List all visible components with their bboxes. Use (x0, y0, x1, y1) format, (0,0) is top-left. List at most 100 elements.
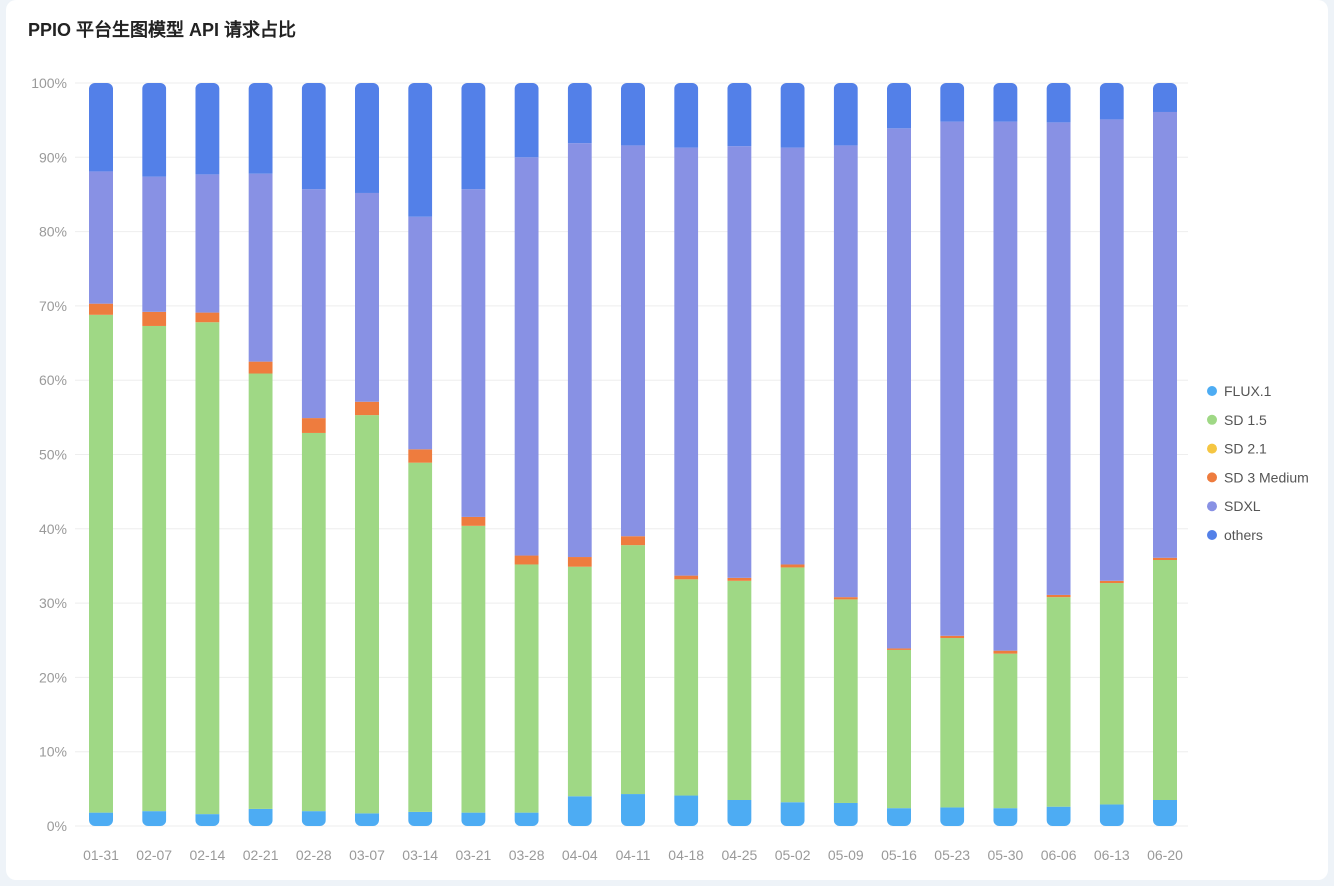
bar-segment-sdxl-02-28[interactable] (301, 189, 326, 419)
legend-marker[interactable] (1207, 386, 1217, 396)
bar-segment-others-05-16[interactable] (887, 83, 911, 129)
bar-stack-03-14[interactable] (408, 83, 433, 826)
bar-segment-flux-1-05-02[interactable] (780, 802, 805, 826)
bar-segment-sd-1-5-02-07[interactable] (142, 325, 167, 812)
bar-segment-others-06-06[interactable] (1046, 83, 1071, 123)
bar-segment-others-05-23[interactable] (940, 83, 965, 122)
legend-label[interactable]: FLUX.1 (1224, 383, 1272, 399)
bar-segment-flux-1-05-16[interactable] (887, 808, 911, 826)
bar-segment-sd-3-medium-01-31[interactable] (89, 303, 113, 315)
bar-stack-02-21[interactable] (248, 83, 273, 826)
bar-segment-others-04-11[interactable] (621, 83, 645, 146)
bar-segment-sd-3-medium-05-16[interactable] (887, 648, 911, 650)
bar-stack-05-02[interactable] (780, 83, 805, 826)
bar-segment-sdxl-03-21[interactable] (461, 189, 486, 517)
bar-segment-sd-3-medium-05-09[interactable] (833, 597, 858, 600)
bar-segment-others-06-20[interactable] (1153, 83, 1177, 112)
legend-marker[interactable] (1207, 472, 1217, 483)
bar-segment-sdxl-04-18[interactable] (674, 147, 699, 576)
bar-segment-sd-3-medium-02-21[interactable] (248, 361, 273, 374)
bar-stack-02-14[interactable] (195, 83, 220, 826)
legend-marker[interactable] (1207, 414, 1217, 425)
bar-segment-others-01-31[interactable] (89, 83, 113, 172)
bar-segment-sd-3-medium-06-13[interactable] (1099, 580, 1124, 584)
bar-segment-sdxl-02-07[interactable] (142, 176, 167, 312)
bar-segment-sd-1-5-04-25[interactable] (727, 580, 752, 800)
bar-segment-others-02-07[interactable] (142, 83, 167, 177)
bar-stack-02-07[interactable] (142, 83, 167, 826)
bar-segment-flux-1-06-06[interactable] (1046, 806, 1071, 826)
legend-label[interactable]: SDXL (1224, 498, 1261, 514)
bar-segment-sdxl-03-07[interactable] (355, 192, 379, 402)
bar-segment-sdxl-03-28[interactable] (514, 157, 539, 556)
bar-stack-04-25[interactable] (727, 83, 752, 826)
bar-stack-05-23[interactable] (940, 83, 965, 826)
bar-segment-sd-1-5-02-28[interactable] (301, 432, 326, 812)
bar-segment-sd-3-medium-03-21[interactable] (461, 516, 486, 526)
bar-stack-03-28[interactable] (514, 83, 539, 826)
bar-segment-sd-1-5-05-02[interactable] (780, 567, 805, 803)
legend-label[interactable]: SD 2.1 (1224, 441, 1267, 457)
bar-segment-sd-3-medium-06-20[interactable] (1153, 557, 1177, 561)
bar-segment-others-05-09[interactable] (833, 83, 858, 146)
bar-segment-others-03-21[interactable] (461, 83, 486, 190)
bar-segment-sd-1-5-04-04[interactable] (567, 566, 592, 797)
bar-segment-flux-1-05-23[interactable] (940, 807, 965, 826)
bar-segment-others-06-13[interactable] (1099, 83, 1124, 120)
bar-segment-sd-1-5-03-14[interactable] (408, 462, 433, 812)
bar-segment-others-04-25[interactable] (727, 83, 752, 147)
bar-segment-flux-1-04-11[interactable] (621, 794, 645, 826)
bar-segment-others-05-30[interactable] (993, 83, 1018, 122)
bar-segment-sd-3-medium-04-18[interactable] (674, 575, 699, 580)
bar-segment-flux-1-01-31[interactable] (89, 812, 113, 826)
bar-segment-flux-1-03-21[interactable] (461, 812, 486, 826)
bar-segment-flux-1-04-18[interactable] (674, 795, 699, 826)
bar-segment-others-02-28[interactable] (301, 83, 326, 190)
bar-segment-sdxl-06-13[interactable] (1099, 119, 1124, 581)
bar-segment-sd-1-5-01-31[interactable] (89, 314, 113, 813)
bar-segment-flux-1-06-13[interactable] (1099, 804, 1124, 826)
bar-stack-04-11[interactable] (621, 83, 645, 826)
bar-segment-sd-3-medium-03-28[interactable] (514, 555, 539, 565)
bar-segment-others-04-04[interactable] (567, 83, 592, 144)
bar-segment-sd-3-medium-04-25[interactable] (727, 577, 752, 581)
bar-segment-others-05-02[interactable] (780, 83, 805, 148)
bar-stack-04-18[interactable] (674, 83, 699, 826)
bar-segment-sd-1-5-05-16[interactable] (887, 649, 911, 809)
legend-label[interactable]: others (1224, 527, 1263, 543)
legend-label[interactable]: SD 1.5 (1224, 412, 1267, 428)
bar-segment-others-02-14[interactable] (195, 83, 220, 175)
bar-segment-sdxl-06-06[interactable] (1046, 122, 1071, 595)
bar-segment-others-03-28[interactable] (514, 83, 539, 158)
bar-stack-05-09[interactable] (833, 83, 858, 826)
bar-segment-sdxl-03-14[interactable] (408, 216, 433, 450)
bar-segment-sd-3-medium-04-04[interactable] (567, 557, 592, 567)
bar-segment-sd-3-medium-05-02[interactable] (780, 564, 805, 568)
bar-segment-sd-1-5-03-28[interactable] (514, 564, 539, 813)
bar-segment-sdxl-05-02[interactable] (780, 147, 805, 565)
bar-segment-sd-3-medium-02-28[interactable] (301, 418, 326, 433)
bar-segment-flux-1-04-25[interactable] (727, 799, 752, 826)
bar-segment-flux-1-03-07[interactable] (355, 813, 379, 826)
bar-segment-sdxl-05-23[interactable] (940, 121, 965, 636)
bar-segment-sdxl-02-14[interactable] (195, 174, 220, 313)
bar-segment-sd-3-medium-03-14[interactable] (408, 449, 433, 463)
bar-segment-sd-3-medium-03-07[interactable] (355, 401, 379, 416)
bar-segment-flux-1-03-28[interactable] (514, 812, 539, 826)
bar-segment-flux-1-03-14[interactable] (408, 811, 433, 826)
bar-segment-sdxl-06-20[interactable] (1153, 111, 1177, 558)
bar-segment-sd-1-5-04-18[interactable] (674, 579, 699, 796)
bar-segment-sd-3-medium-02-07[interactable] (142, 311, 167, 326)
bar-segment-sdxl-04-04[interactable] (567, 143, 592, 558)
bar-segment-sd-3-medium-05-23[interactable] (940, 635, 965, 639)
bar-segment-sd-1-5-05-09[interactable] (833, 599, 858, 803)
bar-segment-flux-1-04-04[interactable] (567, 796, 592, 826)
bar-stack-05-16[interactable] (887, 83, 911, 826)
bar-segment-sd-1-5-03-21[interactable] (461, 525, 486, 813)
bar-segment-flux-1-06-20[interactable] (1153, 799, 1177, 826)
bar-stack-01-31[interactable] (89, 83, 113, 826)
bar-stack-06-06[interactable] (1046, 83, 1071, 826)
bar-segment-flux-1-02-07[interactable] (142, 811, 167, 826)
legend-marker[interactable] (1207, 530, 1217, 540)
bar-segment-flux-1-05-09[interactable] (833, 802, 858, 826)
